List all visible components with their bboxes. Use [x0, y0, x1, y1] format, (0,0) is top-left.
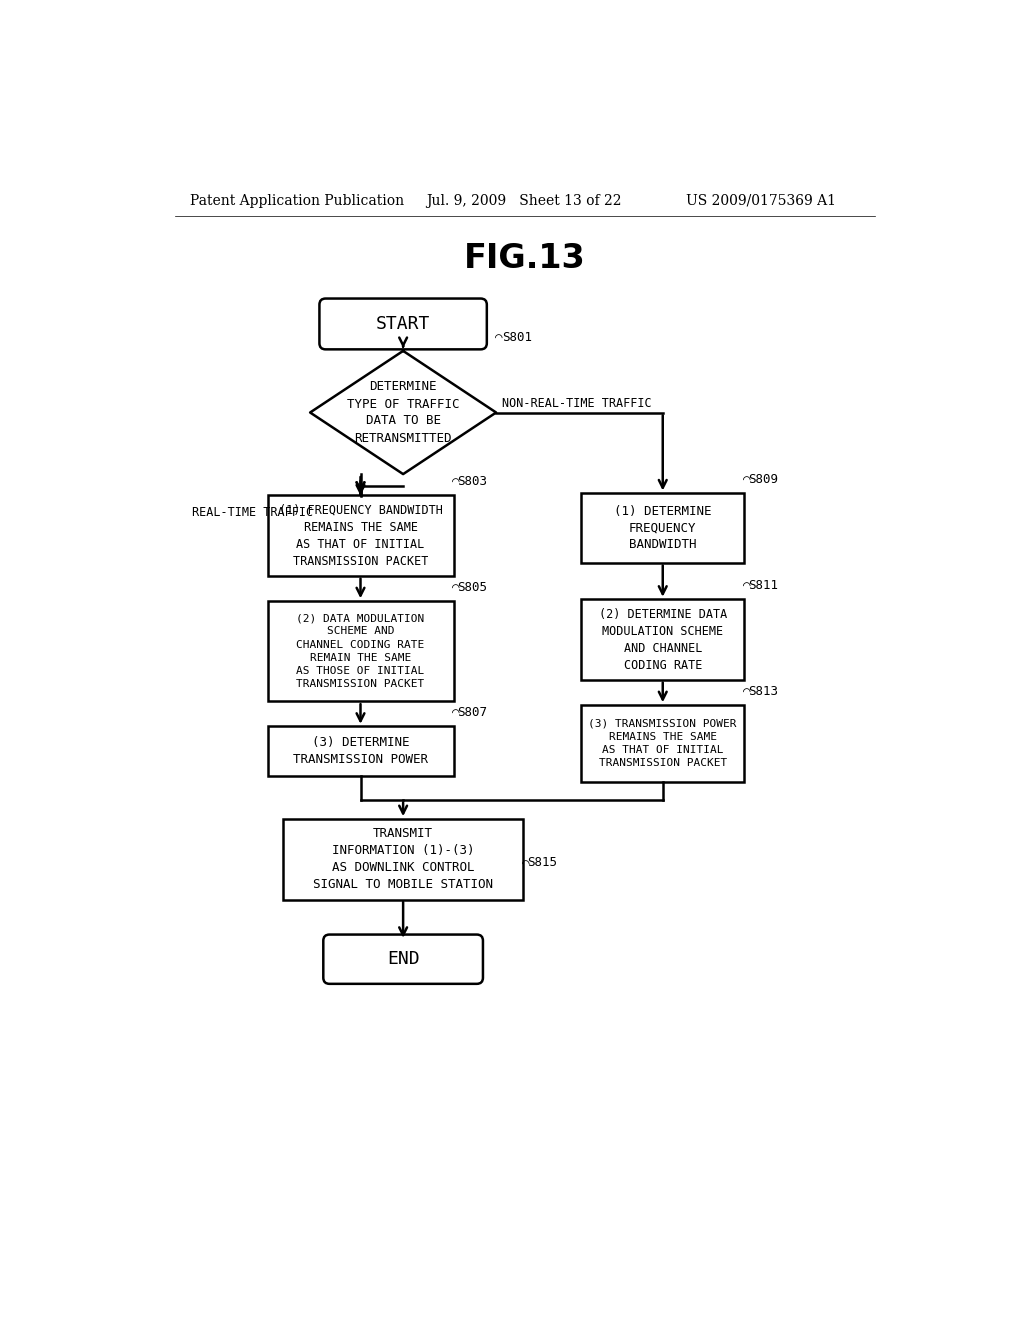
- Bar: [267, 495, 454, 576]
- Text: ⌒: ⌒: [495, 330, 502, 343]
- Text: S811: S811: [748, 579, 778, 593]
- Text: (3) TRANSMISSION POWER
REMAINS THE SAME
AS THAT OF INITIAL
TRANSMISSION PACKET: (3) TRANSMISSION POWER REMAINS THE SAME …: [589, 719, 737, 768]
- Text: NON-REAL-TIME TRAFFIC: NON-REAL-TIME TRAFFIC: [503, 397, 652, 409]
- Text: US 2009/0175369 A1: US 2009/0175369 A1: [686, 194, 836, 207]
- Text: ⌒: ⌒: [742, 473, 750, 486]
- Bar: [283, 818, 523, 899]
- Text: ⌒: ⌒: [452, 706, 460, 719]
- Bar: [582, 494, 744, 562]
- Text: (2) DETERMINE DATA
MODULATION SCHEME
AND CHANNEL
CODING RATE: (2) DETERMINE DATA MODULATION SCHEME AND…: [599, 607, 727, 672]
- Text: (2) DATA MODULATION
SCHEME AND
CHANNEL CODING RATE
REMAIN THE SAME
AS THOSE OF I: (2) DATA MODULATION SCHEME AND CHANNEL C…: [296, 614, 425, 689]
- FancyBboxPatch shape: [324, 935, 483, 983]
- Text: DETERMINE
TYPE OF TRAFFIC
DATA TO BE
RETRANSMITTED: DETERMINE TYPE OF TRAFFIC DATA TO BE RET…: [347, 380, 460, 445]
- Text: S805: S805: [458, 581, 487, 594]
- Text: Jul. 9, 2009   Sheet 13 of 22: Jul. 9, 2009 Sheet 13 of 22: [426, 194, 622, 207]
- Text: (1) FREQUENCY BANDWIDTH
REMAINS THE SAME
AS THAT OF INITIAL
TRANSMISSION PACKET: (1) FREQUENCY BANDWIDTH REMAINS THE SAME…: [279, 504, 442, 568]
- Text: S813: S813: [748, 685, 778, 698]
- Text: S803: S803: [458, 475, 487, 488]
- Text: S809: S809: [748, 473, 778, 486]
- Text: S815: S815: [527, 857, 557, 870]
- Bar: [582, 599, 744, 680]
- Text: S801: S801: [503, 330, 532, 343]
- Bar: [582, 705, 744, 781]
- Text: ⌒: ⌒: [742, 685, 750, 698]
- Text: (1) DETERMINE
FREQUENCY
BANDWIDTH: (1) DETERMINE FREQUENCY BANDWIDTH: [614, 504, 712, 552]
- Text: ⌒: ⌒: [452, 581, 460, 594]
- Text: START: START: [376, 315, 430, 333]
- Text: REAL-TIME TRAFFIC: REAL-TIME TRAFFIC: [191, 506, 312, 519]
- Text: S807: S807: [458, 706, 487, 719]
- Text: ⌒: ⌒: [521, 857, 529, 870]
- Text: ⌒: ⌒: [742, 579, 750, 593]
- Text: FIG.13: FIG.13: [464, 242, 586, 275]
- Text: (3) DETERMINE
TRANSMISSION POWER: (3) DETERMINE TRANSMISSION POWER: [293, 737, 428, 767]
- FancyBboxPatch shape: [319, 298, 486, 350]
- Text: TRANSMIT
INFORMATION (1)-(3)
AS DOWNLINK CONTROL
SIGNAL TO MOBILE STATION: TRANSMIT INFORMATION (1)-(3) AS DOWNLINK…: [313, 828, 494, 891]
- Text: ⌒: ⌒: [452, 475, 460, 488]
- Bar: [267, 726, 454, 776]
- Text: Patent Application Publication: Patent Application Publication: [190, 194, 404, 207]
- Bar: [267, 601, 454, 701]
- Text: END: END: [387, 950, 420, 968]
